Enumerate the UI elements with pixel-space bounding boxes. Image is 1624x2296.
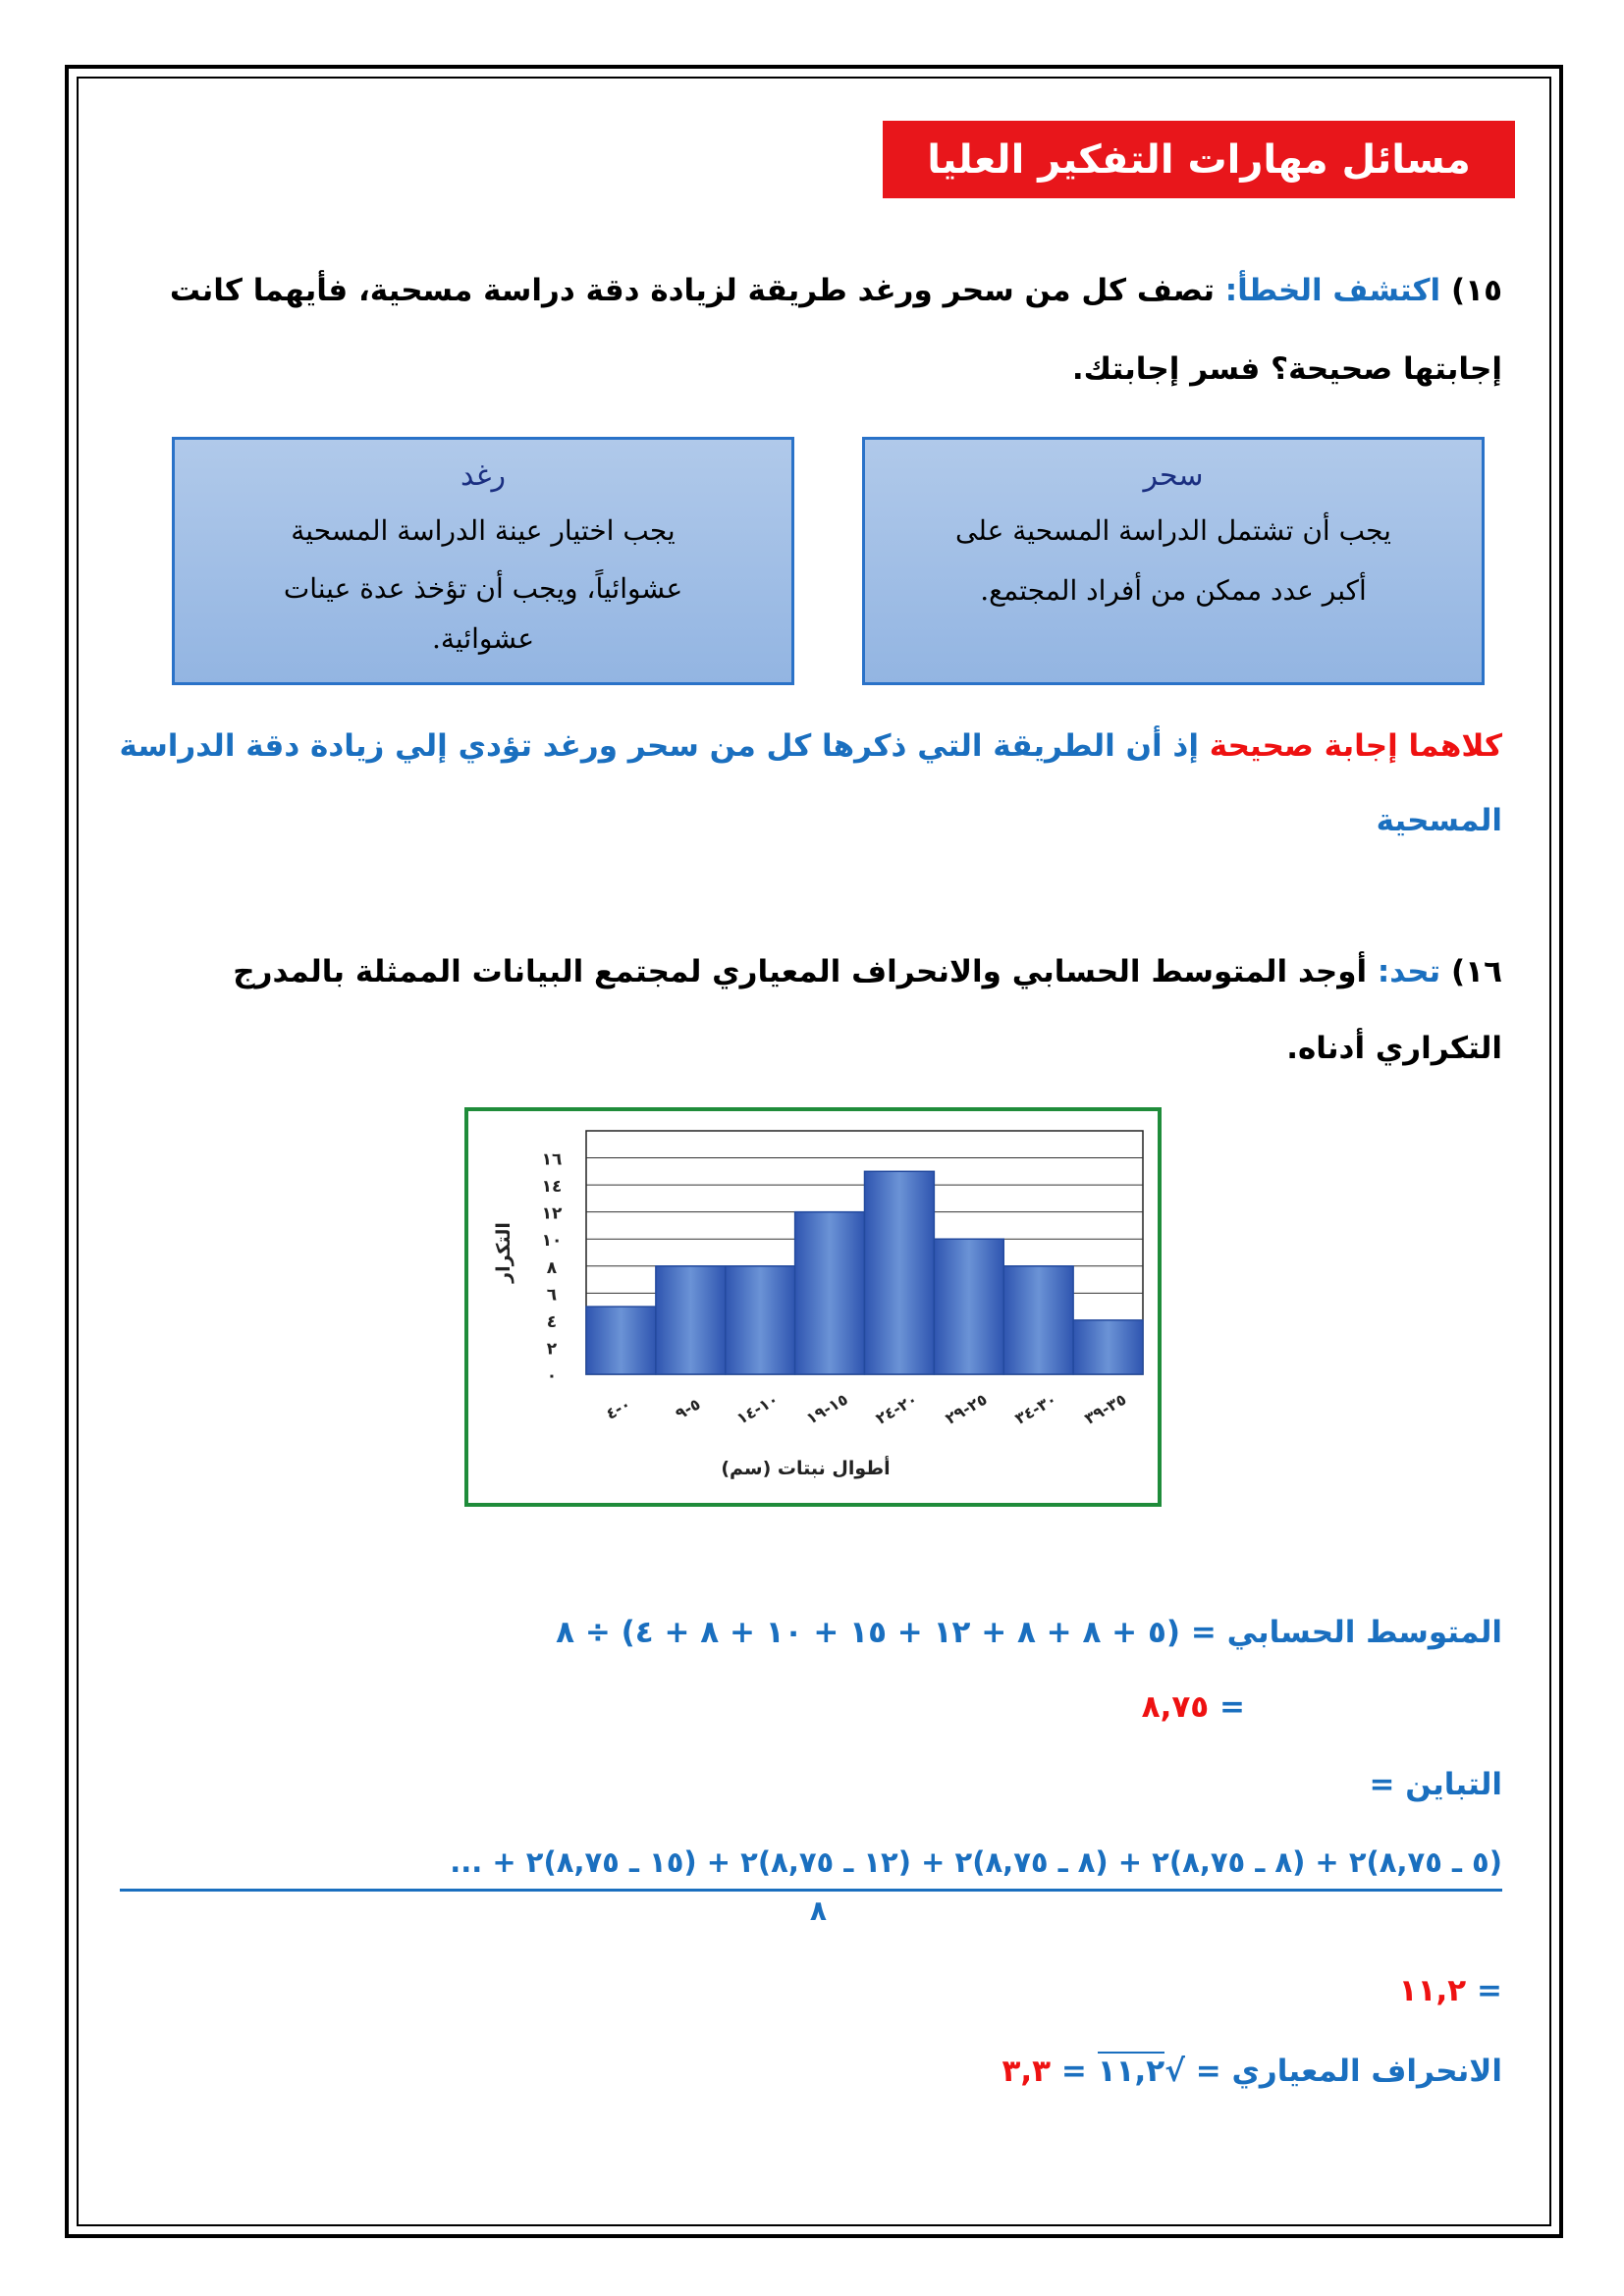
y-tick-label: ٠ xyxy=(547,1366,557,1386)
histogram-bar xyxy=(863,1170,936,1375)
q15-text: تصف كل من سحر ورغد طريقة لزيادة دقة دراس… xyxy=(169,273,1215,308)
histogram-bar xyxy=(585,1306,657,1375)
answer15-text: إذ أن الطريقة التي ذكرها كل من سحر ورغد … xyxy=(119,728,1199,764)
y-tick-label: ١٠ xyxy=(542,1231,563,1251)
x-tick-label: ٢٥-٢٩ xyxy=(943,1390,991,1428)
y-tick-label: ٤ xyxy=(547,1312,557,1332)
raghad-line2: عشوائياً، ويجب أن تؤخذ عدة عينات xyxy=(283,572,683,605)
raghad-line1: يجب اختيار عينة الدراسة المسحية xyxy=(291,514,676,547)
answer15-line2: المسحية xyxy=(1376,803,1502,838)
histogram-bar xyxy=(933,1238,1004,1375)
sd-radicand: ١١,٢ xyxy=(1097,2052,1165,2089)
x-tick-label: ١٠-١٤ xyxy=(733,1390,782,1428)
histogram-bar xyxy=(1002,1265,1074,1375)
raghad-line3: عشوائية. xyxy=(431,622,535,655)
raghad-box: رغد يجب اختيار عينة الدراسة المسحية عشوا… xyxy=(172,437,794,685)
variance-numerator: (٥ ـ ٨,٧٥)٢ + (٨ ـ ٨,٧٥)٢ + (٨ ـ ٨,٧٥)٢ … xyxy=(450,1845,1502,1879)
q15-label: اكتشف الخطأ: xyxy=(1224,273,1441,308)
histogram-bar xyxy=(655,1265,727,1375)
histogram-frame: ٠ ٢ ٤ ٦ ٨ ١٠ ١٢ ١٤ ١٦ ٠-٤ ٥-٩ ١٠-١٤ ١٥-١٩ ٢٠-٢٤ ٢٥-٢٩ ٣… xyxy=(464,1107,1162,1507)
sqrt-symbol: √ xyxy=(1164,2054,1185,2089)
mean-line: المتوسط الحسابي = (٥ + ٨ + ٨ + ١٢ + ١٥ +… xyxy=(556,1615,1502,1650)
x-tick-label: ٣٠-٣٤ xyxy=(1011,1390,1059,1428)
q15-line1: ١٥) اكتشف الخطأ: تصف كل من سحر ورغد طريق… xyxy=(170,273,1502,308)
y-axis-label: التكرار xyxy=(493,1222,514,1284)
sahar-line2: أكبر عدد ممكن من أفراد المجتمع. xyxy=(980,574,1367,607)
q16-text: أوجد المتوسط الحسابي والانحراف المعياري … xyxy=(233,954,1368,989)
histogram-bar xyxy=(1072,1319,1144,1375)
variance-value: ١١,٢ xyxy=(1398,1973,1467,2008)
q16-line1: ١٦) تحد: أوجد المتوسط الحسابي والانحراف … xyxy=(233,954,1502,989)
q15-number: ١٥) xyxy=(1450,273,1502,308)
x-tick-label: ٣٥-٣٩ xyxy=(1081,1390,1129,1428)
sahar-line1: يجب أن تشتمل الدراسة المسحية على xyxy=(955,514,1391,547)
x-tick-label: ٥-٩ xyxy=(672,1394,703,1423)
page-border-outer xyxy=(65,65,1563,2238)
sahar-box: سحر يجب أن تشتمل الدراسة المسحية على أكب… xyxy=(862,437,1485,685)
answer15-highlight: كلاهما إجابة صحيحة xyxy=(1209,728,1502,764)
sd-equals: = xyxy=(1060,2054,1087,2089)
sahar-name: سحر xyxy=(1143,458,1204,493)
q16-line2: التكراري أدناه. xyxy=(1286,1031,1502,1066)
variance-denominator: ٨ xyxy=(809,1895,827,1927)
mean-result: = ٨,٧٥ xyxy=(1142,1689,1245,1725)
mean-equals: = xyxy=(1219,1689,1245,1725)
y-tick-label: ٢ xyxy=(547,1339,558,1359)
x-tick-label: ١٥-١٩ xyxy=(803,1390,851,1428)
variance-equals: = xyxy=(1477,1973,1502,2008)
section-title: مسائل مهارات التفكير العليا xyxy=(883,121,1515,198)
y-tick-label: ١٢ xyxy=(542,1204,563,1224)
answer15-line1: كلاهما إجابة صحيحة إذ أن الطريقة التي ذك… xyxy=(120,728,1502,764)
y-tick-label: ١٦ xyxy=(542,1150,563,1170)
x-tick-label: ٢٠-٢٤ xyxy=(873,1390,921,1428)
sd-value: ٣,٣ xyxy=(1001,2054,1052,2089)
y-tick-label: ١٤ xyxy=(542,1177,563,1197)
q16-number: ١٦) xyxy=(1450,954,1502,989)
raghad-name: رغد xyxy=(460,458,506,493)
x-axis-label: أطوال نبتات (سم) xyxy=(721,1456,890,1479)
histogram-bar xyxy=(725,1265,796,1375)
variance-label: التباين = xyxy=(1369,1767,1502,1802)
fraction-bar xyxy=(120,1889,1502,1892)
variance-result: = ١١,٢ xyxy=(1399,1973,1502,2008)
y-tick-label: ٨ xyxy=(547,1258,558,1278)
histogram-chart: ٠ ٢ ٤ ٦ ٨ ١٠ ١٢ ١٤ ١٦ ٠-٤ ٥-٩ ١٠-١٤ ١٥-١٩ ٢٠-٢٤ ٢٥-٢٩ ٣… xyxy=(493,1130,1144,1479)
sd-label: الانحراف المعياري = xyxy=(1195,2054,1502,2089)
sd-line: الانحراف المعياري = √١١,٢ = ٣,٣ xyxy=(1001,2052,1502,2089)
y-tick-label: ٦ xyxy=(547,1285,557,1305)
histogram-bar xyxy=(793,1210,866,1375)
q15-line2: إجابتها صحيحة؟ فسر إجابتك. xyxy=(1071,351,1502,387)
page-border-inner xyxy=(77,77,1551,2226)
x-tick-label: ٠-٤ xyxy=(603,1394,634,1423)
q16-label: تحد: xyxy=(1377,954,1441,989)
mean-value: ٨,٧٥ xyxy=(1141,1689,1210,1725)
